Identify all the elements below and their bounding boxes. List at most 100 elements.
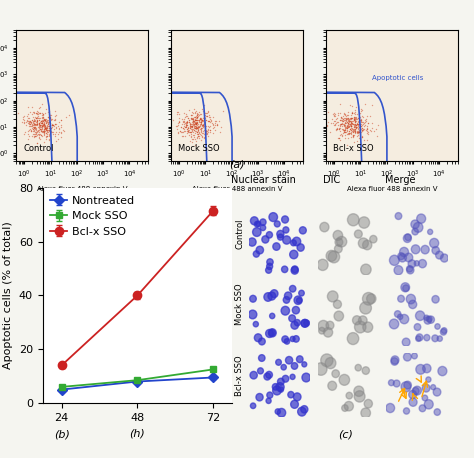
Point [40,115,47,123]
Point [198,105,205,113]
Point [47,116,55,123]
X-axis label: Alexa fluor 488 annexin V: Alexa fluor 488 annexin V [37,185,128,192]
Point [202,117,210,124]
Point [351,117,359,125]
Circle shape [403,353,411,361]
Point [60,127,68,135]
Point [329,120,337,127]
Point [34,112,42,120]
Point [45,122,52,130]
Point [188,124,196,131]
Point [342,120,350,127]
Point [57,130,65,137]
Point [354,119,362,126]
Point [345,127,353,135]
Point [200,134,208,142]
Point [351,115,359,123]
Point [198,121,205,128]
Point [339,120,347,127]
Point [338,125,346,133]
Circle shape [394,311,401,317]
Circle shape [354,386,364,397]
Point [344,130,351,137]
Circle shape [255,221,260,227]
Point [19,114,27,121]
Point [192,116,200,124]
Point [40,125,47,133]
Point [183,117,191,125]
Point [40,131,47,139]
Point [346,115,354,122]
Point [342,117,349,125]
Circle shape [264,373,271,380]
Point [348,120,356,128]
Circle shape [363,293,374,305]
Circle shape [403,408,410,414]
Point [202,129,210,136]
Point [348,127,356,135]
Circle shape [256,393,263,401]
Point [184,114,192,122]
Point [186,122,194,129]
Point [209,114,217,121]
Circle shape [282,216,289,223]
Point [31,123,39,131]
Circle shape [363,240,372,250]
Point [48,120,56,128]
Point [201,109,209,116]
Point [191,120,199,127]
Point [50,129,57,136]
Point [36,125,44,133]
Point [41,116,48,123]
Point [337,124,344,131]
Point [196,114,204,122]
Point [187,111,194,119]
Point [36,131,43,138]
Point [37,125,45,132]
Circle shape [424,315,429,321]
Point [362,118,370,125]
Point [196,116,203,123]
Point [191,113,199,120]
Point [340,128,347,136]
Point [41,120,48,128]
Point [38,120,46,127]
Point [185,119,193,126]
Point [41,125,49,132]
Point [353,103,360,110]
Point [202,122,210,130]
Point [197,131,205,139]
Point [26,109,34,116]
Circle shape [291,322,299,329]
Point [344,114,351,122]
Point [340,114,348,121]
Point [339,113,346,120]
Point [338,114,346,121]
Point [32,129,40,136]
Point [178,128,185,135]
Point [40,125,48,132]
Point [357,118,365,125]
Point [347,126,355,134]
Point [190,128,197,136]
Circle shape [258,354,265,361]
Point [202,112,210,120]
Point [345,122,353,130]
Point [346,117,353,124]
Point [331,110,338,118]
Point [27,117,34,125]
Point [197,127,204,134]
Point [194,133,202,140]
Point [185,126,193,134]
Point [41,129,48,136]
Point [349,132,357,140]
Point [33,118,41,125]
Circle shape [326,321,334,329]
Point [341,111,349,119]
Point [191,131,198,138]
Point [193,128,201,136]
Point [217,123,225,131]
Point [25,115,32,122]
Point [358,127,366,135]
Point [190,114,198,121]
